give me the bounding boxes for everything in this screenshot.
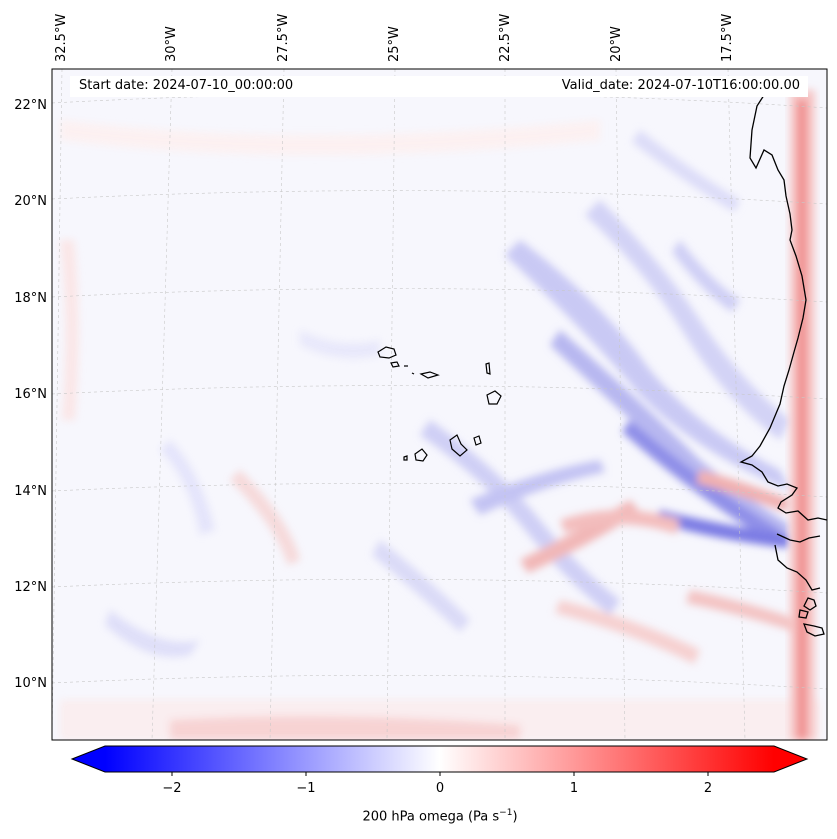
colorbar-tick-1: 1 xyxy=(569,781,579,796)
lat-label-14n: 14°N xyxy=(14,484,47,499)
african-coastline xyxy=(739,84,827,637)
graticule xyxy=(52,69,827,740)
start-date-label: Start date: 2024-07-10_00:00:00 xyxy=(77,78,296,93)
lat-label-20n: 20°N xyxy=(14,194,47,209)
colorbar-tick-2: 2 xyxy=(703,781,713,796)
valid-date-label: Valid_date: 2024-07-10T16:00:00.00 xyxy=(559,78,802,93)
lat-label-10n: 10°N xyxy=(14,676,47,691)
colorbar-label-close: ) xyxy=(512,809,518,825)
cape-verde-islands xyxy=(377,346,502,462)
lon-label-32-5w: 32.5°W xyxy=(54,13,69,62)
lat-label-12n: 12°N xyxy=(14,580,47,595)
lon-label-17-5w: 17.5°W xyxy=(720,13,735,62)
lon-label-27-5w: 27.5°W xyxy=(276,13,291,62)
colorbar xyxy=(70,745,809,776)
lat-label-16n: 16°N xyxy=(14,387,47,402)
colorbar-extend-high xyxy=(774,746,807,772)
colorbar-extend-low xyxy=(72,746,105,772)
map-frame xyxy=(51,68,828,741)
omega-field xyxy=(52,69,827,740)
colorbar-label-exponent: −1 xyxy=(499,808,513,818)
colorbar-label: 200 hPa omega (Pa s−1) xyxy=(362,808,517,824)
colorbar-tick-neg1: −1 xyxy=(296,781,316,796)
lat-label-22n: 22°N xyxy=(14,98,47,113)
lon-label-30w: 30°W xyxy=(164,26,179,62)
colorbar-tick-neg2: −2 xyxy=(162,781,182,796)
colorbar-tick-0: 0 xyxy=(435,781,445,796)
lon-label-20w: 20°W xyxy=(609,26,624,62)
colorbar-label-text: 200 hPa omega (Pa s xyxy=(362,809,500,825)
lon-label-22-5w: 22.5°W xyxy=(498,13,513,62)
lon-label-25w: 25°W xyxy=(387,26,402,62)
lat-label-18n: 18°N xyxy=(14,291,47,306)
